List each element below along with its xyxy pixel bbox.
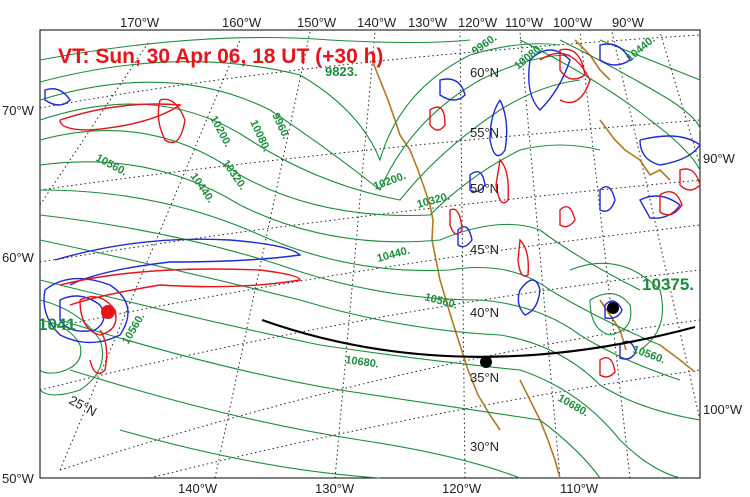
trajectory-point-mid [480,356,492,368]
negative-vorticity [43,43,701,360]
height-contours [39,36,701,479]
lon-label-100w: 100°W [553,15,593,30]
center-label-low-west: 1041 [38,315,76,334]
lon-label-150w: 150°W [297,15,337,30]
lon-label-60w: 60°W [2,250,35,265]
lon-label-160w: 160°W [222,15,262,30]
lat-label-40n: 40°N [470,305,499,320]
lon-label-100w-right: 100°W [703,402,743,417]
contour-label: 10680. [345,354,380,371]
lat-label-30n: 30°N [470,439,499,454]
lon-label-130w-bottom: 130°W [315,481,355,496]
map-frame [39,29,701,479]
center-label-top: 9823. [325,64,358,79]
cyclone-center-marker [101,305,115,319]
lon-label-170w: 170°W [120,15,160,30]
lon-label-50w: 50°W [2,471,35,486]
lat-label-60n: 60°N [470,65,499,80]
lon-label-140w-bottom: 140°W [178,481,218,496]
positive-vorticity [59,48,701,378]
lat-label-35n: 35°N [470,370,499,385]
lon-label-120w-bottom: 120°W [442,481,482,496]
lon-label-90w-top: 90°W [612,15,645,30]
graticule-meridians [39,31,701,479]
lat-label-45n: 45°N [470,242,499,257]
lat-label-55n: 55°N [470,125,499,140]
lon-label-110w: 110°W [505,15,544,30]
trajectory-point-east [607,302,619,314]
trajectory-line [261,318,696,358]
lon-label-110w-bottom: 110°W [560,481,599,496]
lat-label-50n: 50°N [470,181,499,196]
center-label-high-east: 10375. [642,275,694,294]
lon-label-90w-right: 90°W [703,151,736,166]
lon-label-70w: 70°W [2,103,35,118]
lon-label-120w: 120°W [458,15,498,30]
lon-label-130w: 130°W [408,15,448,30]
valid-time-title: VT: Sun, 30 Apr 06, 18 UT (+30 h) [58,45,383,68]
lon-label-140w: 140°W [357,15,397,30]
